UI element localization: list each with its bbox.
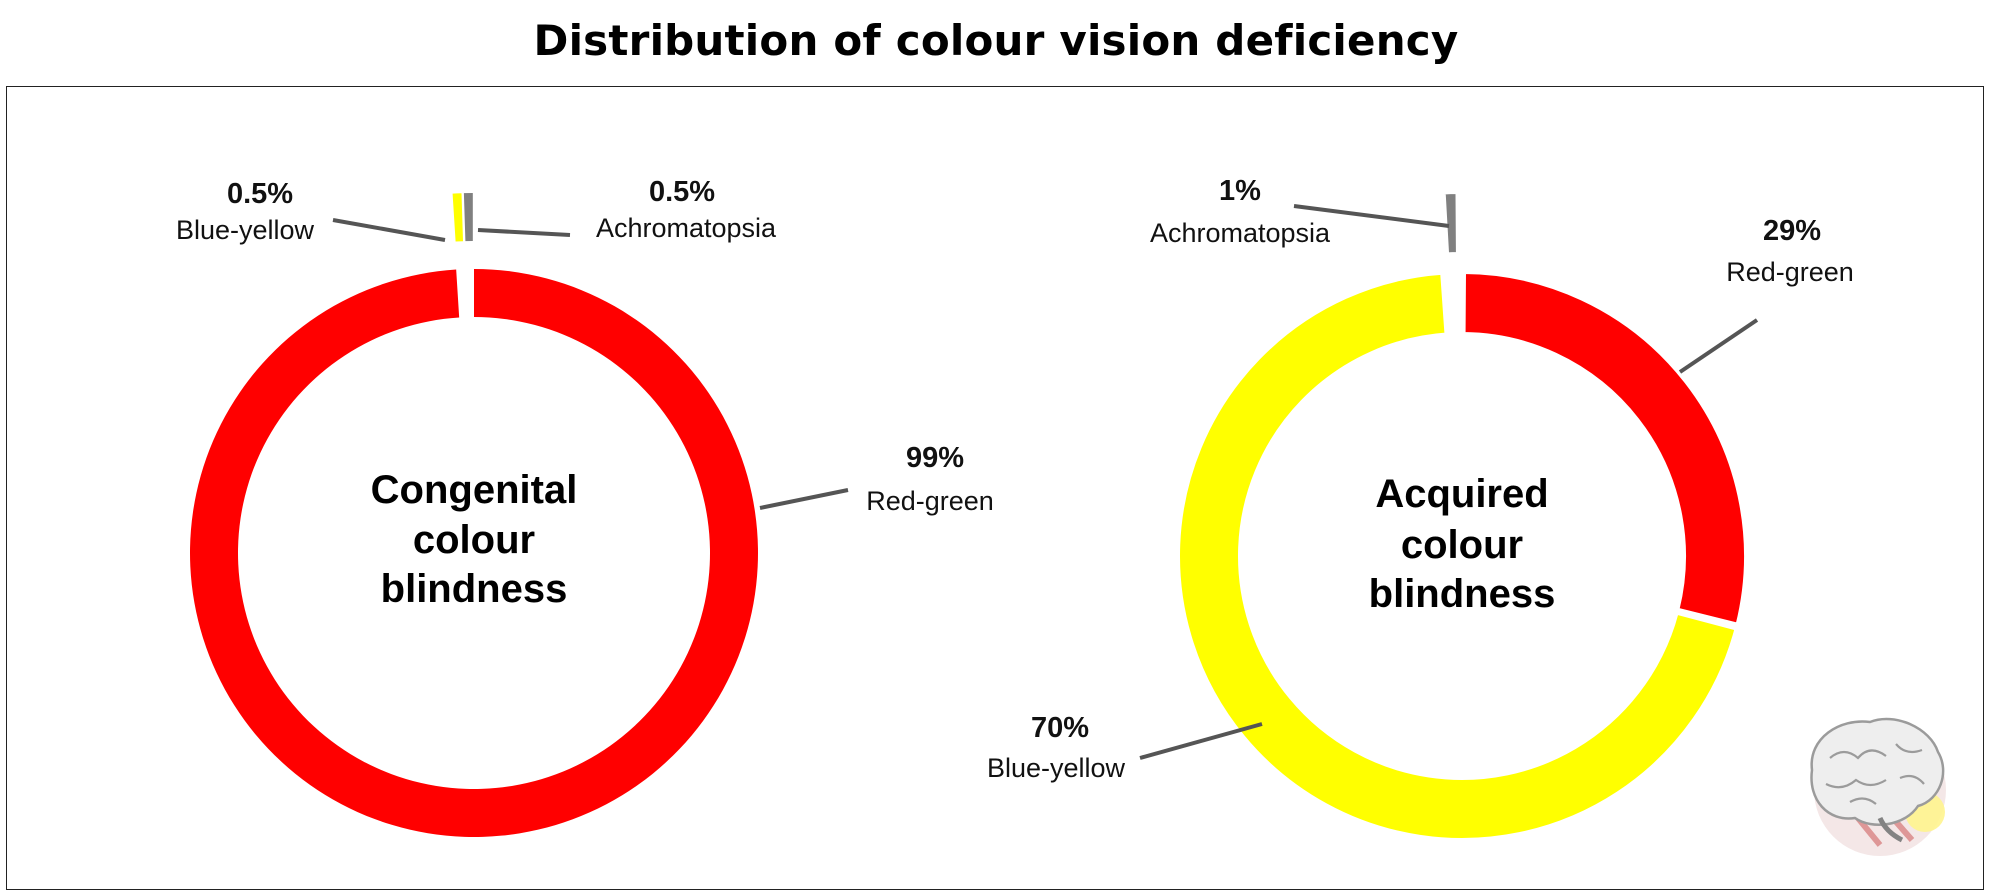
center-label-line: colour — [413, 518, 535, 562]
center-label-line: Acquired — [1375, 472, 1548, 516]
leader-line-red-green — [759, 488, 849, 510]
category-label-blue-yellow: Blue-yellow — [987, 753, 1126, 783]
data-label-blue-yellow: 0.5% — [227, 178, 293, 210]
center-label-line: blindness — [1369, 572, 1556, 616]
slice-blue-yellow — [452, 193, 464, 242]
slice-achromatopsia — [463, 193, 473, 242]
center-label-line: Congenital — [371, 468, 578, 512]
data-label-red-green: 99% — [906, 442, 964, 474]
category-label-achromatopsia: Achromatopsia — [1150, 218, 1331, 248]
category-label-red-green: Red-green — [1726, 257, 1854, 287]
chart-title: Distribution of colour vision deficiency — [533, 16, 1459, 65]
slice-achromatopsia — [1441, 190, 1460, 257]
center-label-line: blindness — [381, 567, 568, 611]
data-label-red-green: 29% — [1763, 215, 1821, 247]
congenital-donut-chart: 99% Red-green 0.5% Blue-yellow 0.5% Achromato… — [176, 176, 994, 838]
slice-red-green — [1461, 269, 1749, 628]
category-label-achromatopsia: Achromatopsia — [596, 213, 777, 243]
slice-blue-yellow — [1176, 270, 1740, 842]
leader-line-red-green — [1678, 318, 1759, 374]
data-label-achromatopsia: 0.5% — [649, 176, 715, 208]
leader-line-achromatopsia — [477, 228, 571, 237]
category-label-blue-yellow: Blue-yellow — [176, 215, 315, 245]
chart-frame — [6, 86, 1984, 890]
brain-logo-icon — [1810, 717, 1946, 856]
leader-line-achromatopsia — [1293, 204, 1450, 228]
acquired-donut-chart: 29% Red-green 70% Blue-yellow 1% Achromatopsi… — [987, 175, 1854, 842]
leader-line-blue-yellow — [332, 218, 446, 242]
data-label-achromatopsia: 1% — [1219, 175, 1261, 207]
category-label-red-green: Red-green — [866, 486, 994, 516]
center-label-line: colour — [1401, 523, 1523, 567]
leader-line-blue-yellow — [1139, 722, 1263, 760]
data-label-blue-yellow: 70% — [1031, 712, 1089, 744]
